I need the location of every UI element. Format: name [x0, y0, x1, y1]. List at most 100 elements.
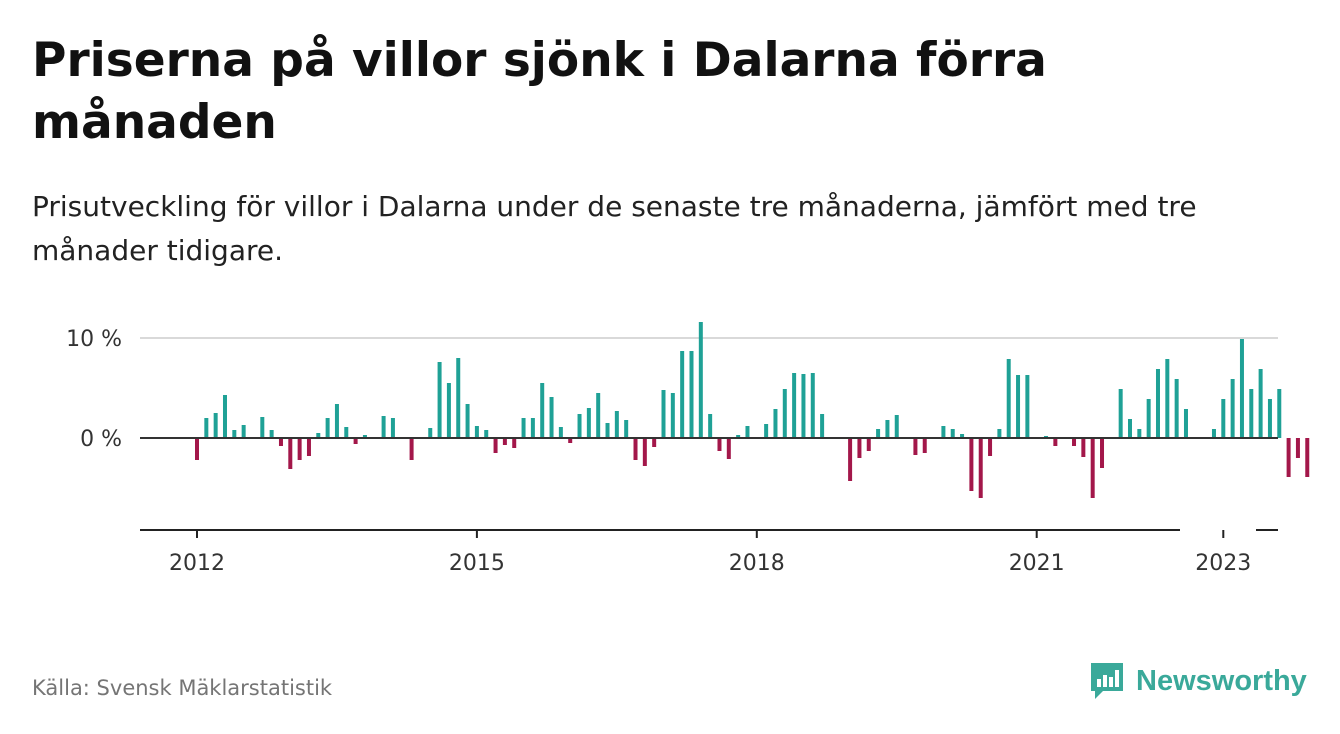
- bar: [922, 438, 927, 453]
- chart-subtitle: Prisutveckling för villor i Dalarna unde…: [32, 190, 1197, 267]
- bar: [502, 438, 507, 445]
- source-note: Källa: Svensk Mäklarstatistik: [32, 676, 333, 700]
- bar: [474, 426, 479, 438]
- bar: [297, 438, 302, 460]
- bar: [1295, 438, 1300, 458]
- bar: [222, 395, 227, 438]
- bar: [269, 430, 274, 438]
- bar: [792, 373, 797, 438]
- bar: [670, 393, 675, 438]
- bar: [521, 418, 526, 438]
- bar: [278, 438, 283, 446]
- bar: [689, 351, 694, 438]
- bar: [1267, 399, 1272, 438]
- bar: [465, 404, 470, 438]
- bar: [848, 438, 853, 481]
- bar: [1258, 369, 1263, 438]
- bar: [381, 416, 386, 438]
- bar: [1118, 389, 1123, 438]
- bar: [540, 383, 545, 438]
- bar: [680, 351, 685, 438]
- bar: [698, 322, 703, 438]
- bar: [1081, 438, 1086, 457]
- bar: [745, 426, 750, 438]
- bar: [1249, 389, 1254, 438]
- bar: [568, 438, 573, 443]
- bar: [390, 418, 395, 438]
- bar: [894, 415, 899, 438]
- bar: [624, 420, 629, 438]
- bar: [1277, 389, 1282, 438]
- bar: [577, 414, 582, 438]
- bar: [708, 414, 713, 438]
- bar: [1230, 379, 1235, 438]
- x-tick-label: 2018: [729, 551, 785, 576]
- bar: [1128, 419, 1132, 438]
- bar: [241, 425, 246, 438]
- bar: [1305, 438, 1310, 477]
- bar: [1211, 429, 1216, 438]
- bar: [1016, 375, 1021, 438]
- bar: [605, 423, 610, 438]
- bar: [1137, 429, 1142, 438]
- newsworthy-logo-icon: [1091, 663, 1123, 699]
- bar: [1221, 399, 1226, 438]
- bar: [446, 383, 451, 438]
- bar: [820, 414, 825, 438]
- bar: [810, 373, 815, 438]
- bar: [512, 438, 517, 448]
- bar: [456, 358, 461, 438]
- bar-layer: [195, 322, 1310, 498]
- bar: [325, 418, 330, 438]
- bar: [782, 389, 787, 438]
- bar: [988, 438, 993, 456]
- bar: [866, 438, 871, 451]
- newsworthy-logo-text: Newsworthy: [1136, 664, 1307, 697]
- y-tick-label: 0 %: [80, 427, 122, 452]
- bar: [1100, 438, 1105, 468]
- bar: [409, 438, 414, 460]
- bar: [204, 418, 209, 438]
- bar: [260, 417, 265, 438]
- bar: [493, 438, 498, 453]
- bar: [997, 429, 1002, 438]
- bar: [437, 362, 442, 438]
- chart-title: Priserna på villor sjönk i Dalarna förra…: [32, 33, 1047, 150]
- bar: [661, 390, 666, 438]
- bar: [885, 420, 890, 438]
- newsworthy-logo: Newsworthy: [1088, 660, 1307, 702]
- bar: [633, 438, 638, 460]
- bar: [586, 408, 591, 438]
- bar: [288, 438, 293, 469]
- x-tick-label: 2021: [1009, 551, 1065, 576]
- bar: [717, 438, 722, 451]
- bar: [960, 434, 965, 438]
- bar: [353, 438, 358, 444]
- x-tick-label: 2015: [449, 551, 505, 576]
- bar: [530, 418, 535, 438]
- bar: [232, 430, 237, 438]
- bar: [1146, 399, 1151, 438]
- bar: [558, 427, 563, 438]
- bar: [1006, 359, 1011, 438]
- bar: [362, 435, 367, 438]
- bar: [1090, 438, 1095, 498]
- bar: [1053, 438, 1058, 446]
- bar: [773, 409, 778, 438]
- bar: [344, 427, 349, 438]
- bar: [1072, 438, 1077, 446]
- bar: [950, 429, 955, 438]
- bar: [428, 428, 433, 438]
- bar: [596, 393, 601, 438]
- bar: [306, 438, 311, 456]
- bar: [1239, 339, 1244, 438]
- bar: [195, 438, 199, 460]
- bar: [736, 435, 741, 438]
- bar: [642, 438, 647, 466]
- bar: [978, 438, 983, 498]
- x-tick-label: 2012: [169, 551, 225, 576]
- bar: [801, 374, 806, 438]
- bar: [941, 426, 946, 438]
